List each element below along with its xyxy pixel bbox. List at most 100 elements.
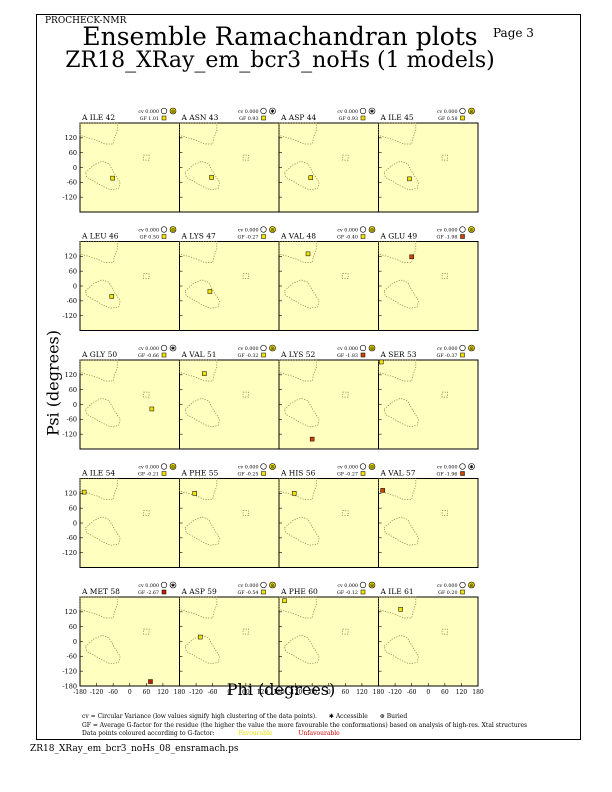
panel-9-region-3 (143, 391, 150, 398)
panel-13-data-point (81, 489, 87, 495)
col-4-x-tick-label: 180 (472, 689, 484, 696)
panel-7-gf-colour-icon (360, 234, 366, 239)
col-1-x-tick-label: 180 (174, 689, 186, 696)
panel-19-region-2 (284, 634, 320, 665)
panel-10-gf-colour-icon (261, 352, 266, 358)
page-title: Ensemble Ramachandran plots (82, 22, 478, 51)
panel-16-residue-label: A VAL 57 (380, 469, 416, 478)
panel-4-gf-colour-icon (460, 115, 465, 121)
panel-8-gf: GF -1.98 (437, 235, 458, 241)
panel-13-region-2 (85, 516, 121, 546)
panel-2-data-point (209, 175, 214, 180)
panel-12-residue-label: A SER 53 (380, 350, 417, 359)
panel-12-data-point (379, 359, 384, 365)
panel-6-data-point (207, 289, 213, 294)
panel-17-data-point (148, 679, 153, 684)
panel-10-cv-circle-icon (260, 344, 267, 352)
row-1-y-tick-label: 120 (65, 134, 77, 142)
panel-14-region-2 (184, 516, 220, 546)
col-4-x-tick-label: 120 (456, 689, 468, 696)
row-4-y-tick-label: 120 (65, 490, 77, 498)
panel-6-residue-label: A LYS 47 (181, 232, 217, 241)
panel-10-region-2 (184, 397, 220, 428)
panel-19-data-point (282, 598, 287, 603)
panel-5-cv: cv 0.000 (138, 228, 159, 234)
panel-13-frame (79, 478, 180, 568)
x-axis-label: Phi (degrees) (226, 680, 336, 699)
panel-9-state-icon (169, 344, 177, 352)
row-3-y-tick-label: 60 (69, 386, 77, 394)
panel-19-cv-circle-icon (359, 581, 367, 589)
panel-6-region-1 (179, 241, 218, 263)
panel-4-data-point (407, 176, 412, 182)
panel-3-state-symbol: ✱ (370, 109, 375, 115)
panel-1-cv: cv 0.000 (138, 109, 159, 115)
panel-7-state-icon (368, 226, 376, 233)
panel-3-gf-colour-icon (360, 115, 366, 121)
panel-7-cv-circle-icon (359, 226, 367, 233)
panel-13-region-3 (143, 510, 150, 516)
panel-6-gf: GF -0.27 (238, 235, 259, 241)
panel-20-residue-label: A ILE 61 (380, 587, 414, 596)
footnote-cv: cv = Circular Variance (low values signi… (82, 713, 317, 720)
panel-10-region-3 (242, 391, 249, 398)
panel-8-state-icon (468, 226, 475, 233)
panel-5-gf-colour-icon (161, 234, 167, 239)
row-1-y-tick-label: 60 (69, 149, 77, 157)
panel-18-residue-label: A ASP 59 (181, 587, 218, 596)
panel-6-state-symbol: ⊛ (270, 227, 274, 233)
panel-1-gf-colour-icon (161, 115, 167, 121)
file-name: ZR18_XRay_em_bcr3_noHs_08_ensramach.ps (30, 744, 239, 754)
panel-12-region-2 (383, 397, 419, 428)
panel-2-cv: cv 0.000 (238, 109, 259, 115)
panel-11-region-3 (342, 391, 349, 398)
col-3-x-tick-label: 120 (356, 689, 368, 696)
panel-16-state-icon (468, 463, 475, 470)
panel-15-state-icon (368, 463, 376, 470)
row-3-y-tick-label: -60 (67, 416, 77, 424)
panel-3-gf: GF 0.93 (339, 116, 358, 122)
panel-7-data-point (305, 251, 311, 257)
panel-20-state-icon (468, 581, 475, 589)
panel-19-state-symbol: ⊛ (370, 583, 374, 589)
footnote: cv = Circular Variance (low values signi… (82, 713, 562, 739)
panel-17-frame (79, 596, 180, 687)
panel-12-state-symbol: ⊛ (469, 346, 473, 352)
panel-15-gf: GF -0.27 (337, 472, 358, 478)
panel-17-residue-label: A MET 58 (81, 587, 120, 596)
row-4-y-tick-label: -120 (62, 549, 77, 557)
col-1-x-tick-label: 120 (157, 689, 169, 696)
panel-2-frame (179, 122, 280, 213)
panel-4-state-symbol: ⊛ (469, 109, 473, 115)
panel-11-gf: GF -1.83 (337, 353, 358, 359)
panel-20-gf: GF 0.20 (438, 590, 457, 596)
panel-9-region-1 (79, 359, 118, 382)
panel-15-cv-circle-icon (359, 463, 367, 470)
panel-17-cv: cv 0.000 (138, 583, 159, 589)
y-axis-label: Psi (degrees) (43, 330, 63, 436)
panel-13-gf: GF -0.21 (138, 472, 159, 478)
panel-15-data-point (291, 491, 297, 496)
panel-5-state-icon (169, 226, 177, 233)
panel-11-cv-circle-icon (359, 344, 367, 352)
panel-8-state-symbol: ⊛ (469, 227, 473, 233)
row-5-y-tick-label: 120 (65, 608, 77, 616)
row-4-y-tick-label: 60 (69, 504, 77, 512)
footnote-buried: Buried (386, 713, 408, 720)
panel-4-state-icon (468, 107, 475, 115)
panel-5-frame (79, 241, 180, 331)
panel-5-region-1 (79, 241, 118, 263)
panel-12-gf-colour-icon (460, 352, 465, 358)
col-4-x-tick-label: 0 (426, 689, 430, 696)
col-2-x-tick-label: 180 (273, 689, 285, 696)
panel-13-cv: cv 0.000 (138, 465, 159, 471)
col-3-x-tick-label: 60 (342, 689, 350, 696)
panel-2-region-3 (242, 154, 249, 161)
panel-6-cv: cv 0.000 (238, 228, 259, 234)
panel-1-region-2 (85, 160, 121, 191)
row-5-y-tick-label: 60 (69, 623, 77, 631)
panel-17-cv-circle-icon (160, 581, 168, 589)
panel-3-region-1 (278, 122, 317, 145)
panel-3-region-2 (284, 160, 320, 191)
